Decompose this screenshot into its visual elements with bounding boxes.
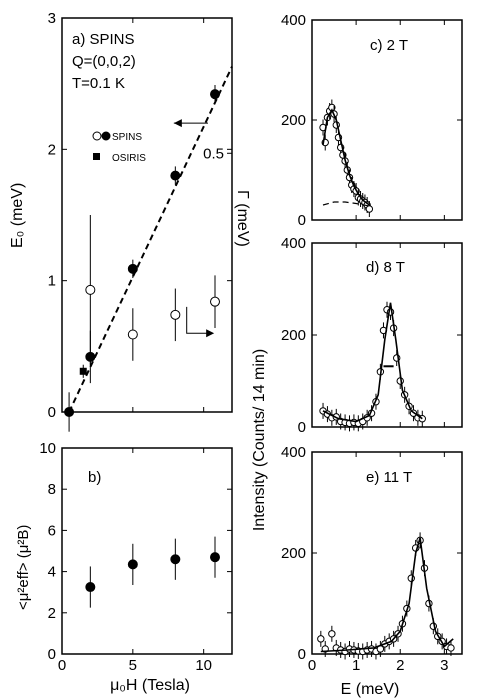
panel-e-ytick-label: 200 xyxy=(281,545,306,562)
legend-osiris-marker xyxy=(93,153,100,160)
panel-b-point xyxy=(210,552,220,563)
panel-b-point xyxy=(85,582,96,593)
panel-b-ylabel: <μ²eff> (μ²B) xyxy=(15,525,32,610)
panel-e-xtick-label: 2 xyxy=(396,657,404,674)
panel-e-point xyxy=(447,644,455,652)
panel-a-point xyxy=(210,89,220,100)
panel-a-ytick-label: 3 xyxy=(48,10,56,27)
panel-e-point xyxy=(407,574,415,582)
panel-a-point xyxy=(170,309,181,320)
legend-spins-open-marker xyxy=(92,131,102,141)
panel-b-ytick-label: 8 xyxy=(48,481,56,498)
right-axis-arrow-head xyxy=(206,329,215,338)
panel-c-ytick-label: 400 xyxy=(281,12,306,29)
panel-a-point xyxy=(85,284,96,295)
panel-d-ytick-label: 0 xyxy=(298,419,306,436)
panel-b-xtick-label: 0 xyxy=(58,657,66,674)
energy-xlabel: E (meV) xyxy=(341,681,400,698)
panel-a-point xyxy=(170,170,181,181)
panel-b-ytick-label: 6 xyxy=(48,522,56,539)
panel-a-label: a) SPINS xyxy=(72,31,135,48)
panel-a-point xyxy=(64,407,75,417)
panel-a-fit-line xyxy=(68,66,233,413)
panel-c-label: c) 2 T xyxy=(370,37,408,54)
panel-e-point xyxy=(317,635,325,643)
panel-d-label: d) 8 T xyxy=(366,259,405,276)
panel-e-ytick-label: 0 xyxy=(298,646,306,663)
panel-c-background-line xyxy=(322,201,370,207)
panel-a-ytick-label: 1 xyxy=(48,273,56,290)
panel-a-ylabel: E₀ (meV) xyxy=(9,183,26,248)
panel-e-fit-line xyxy=(320,537,454,653)
panel-d-fit-line xyxy=(322,302,423,423)
panel-e-xtick-label: 1 xyxy=(352,657,360,674)
panel-b-frame xyxy=(61,447,233,655)
panel-b-ytick-label: 0 xyxy=(48,646,56,663)
legend-spins-label: SPINS xyxy=(112,132,142,143)
panel-b-point xyxy=(170,554,181,565)
panel-a-frame xyxy=(61,17,233,413)
panel-a-ytick-label: 0 xyxy=(48,404,56,421)
left-axis-arrow-head xyxy=(173,119,182,128)
panel-a-point xyxy=(210,296,220,307)
panel-d-ytick-label: 400 xyxy=(281,235,306,252)
panel-b-xtick-label: 5 xyxy=(129,657,137,674)
legend-osiris-label: OSIRIS xyxy=(112,153,146,164)
panel-a-q: Q=(0,0,2) xyxy=(72,53,136,70)
panel-a-ytick-label: 2 xyxy=(48,141,56,158)
panel-a-t: T=0.1 K xyxy=(72,75,125,92)
right-axis-arrow-line xyxy=(186,306,213,334)
panel-a-point-osiris xyxy=(79,367,87,375)
panel-b-label: b) xyxy=(88,469,101,486)
panel-d-ytick-label: 200 xyxy=(281,327,306,344)
panel-a-right-tick-label: 0.5 xyxy=(203,145,224,162)
panel-b-ytick-label: 4 xyxy=(48,564,56,581)
panel-a-point xyxy=(127,263,138,274)
legend-spins-filled-marker xyxy=(101,131,111,141)
panel-a-point xyxy=(127,329,138,340)
chart-marks: 0 1 2 3 0.5 0 2 4 6 8 10 0 5 10 0 200 400 0 200 400 0 200 400 0… xyxy=(39,10,462,674)
panel-b-xlabel: μ₀H (Tesla) xyxy=(110,677,190,694)
panel-c-point xyxy=(365,205,374,213)
panel-c-ytick-label: 200 xyxy=(281,112,306,129)
panel-b-xtick-label: 10 xyxy=(195,657,212,674)
intensity-ylabel: Intensity (Counts/ 14 min) xyxy=(251,349,268,531)
panel-e-ytick-label: 400 xyxy=(281,444,306,461)
panel-b-point xyxy=(127,559,138,570)
panel-e-xtick-label: 0 xyxy=(308,657,316,674)
panel-e-point xyxy=(328,630,336,638)
panel-c-ytick-label: 0 xyxy=(298,212,306,229)
panel-e-xtick-label: 3 xyxy=(440,657,448,674)
panel-e-label: e) 11 T xyxy=(366,469,412,486)
panel-c-fit-line xyxy=(322,108,370,206)
panel-b-ytick-label: 2 xyxy=(48,605,56,622)
panel-b-ytick-label: 10 xyxy=(39,440,56,457)
panel-a-right-ylabel: Γ (meV) xyxy=(234,190,251,247)
